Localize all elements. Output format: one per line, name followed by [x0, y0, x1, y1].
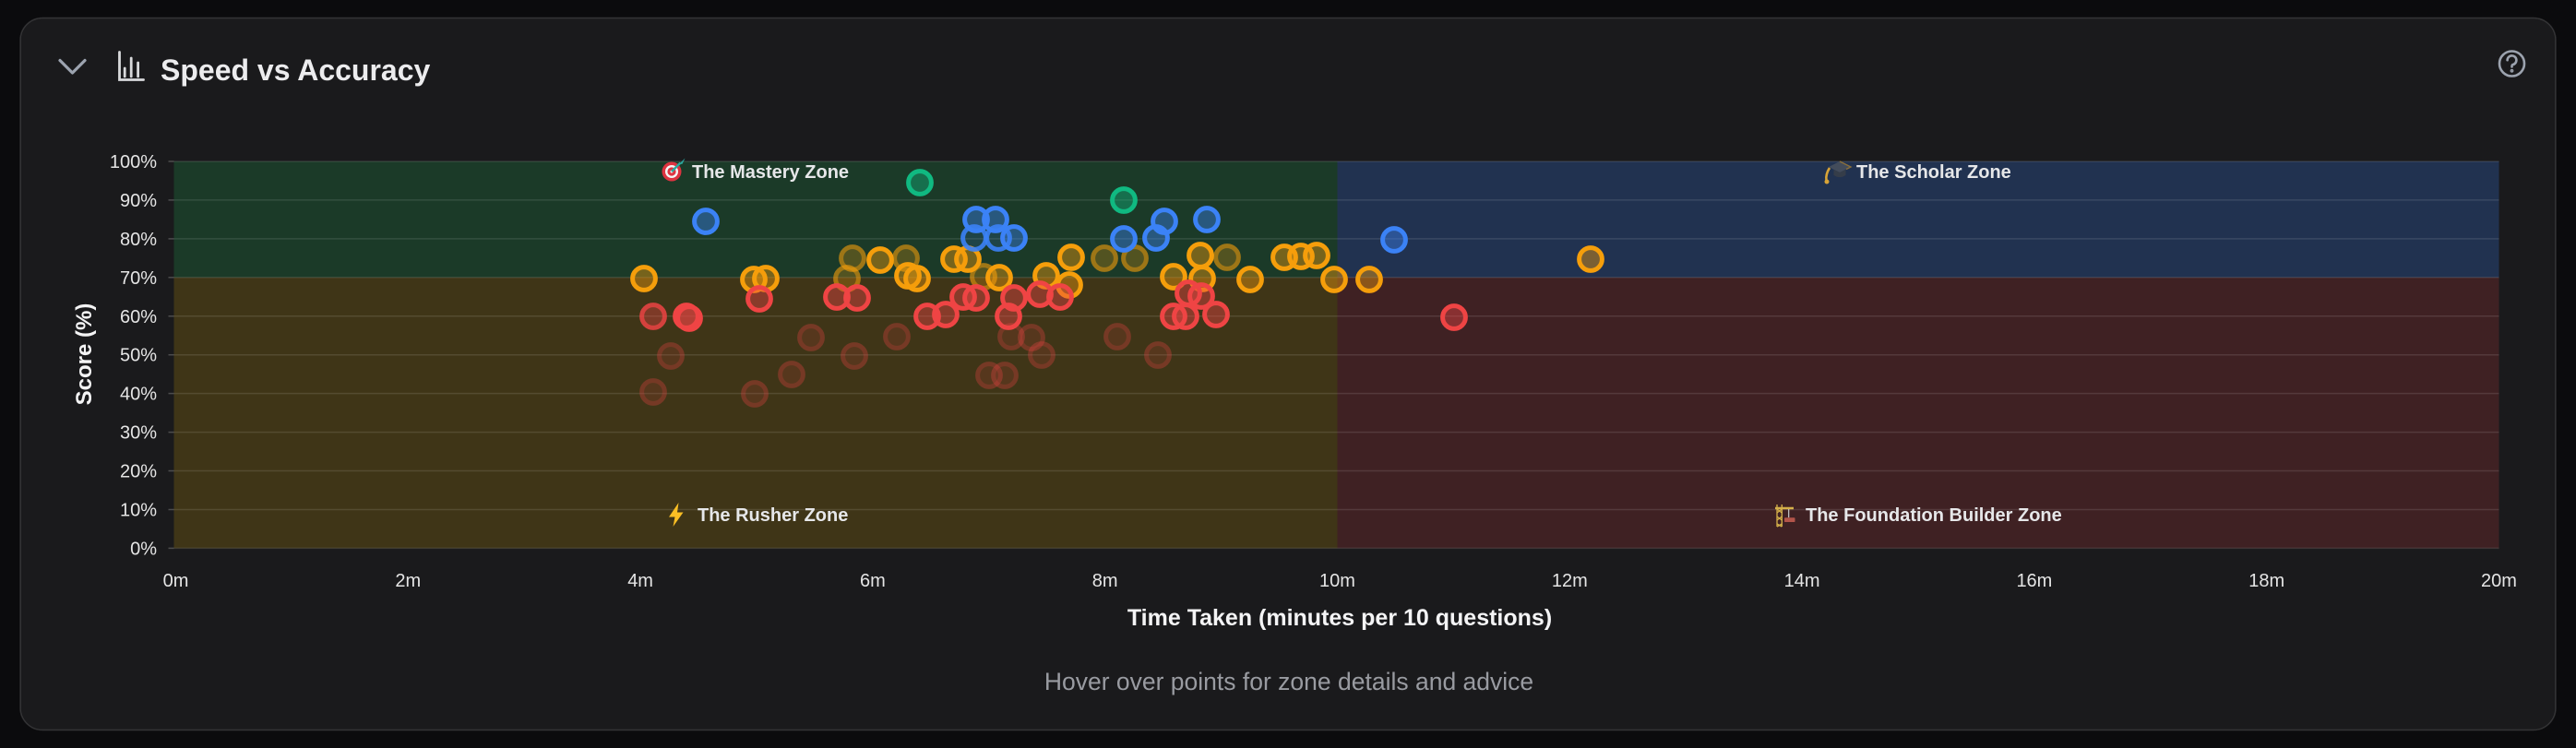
svg-text:0m: 0m	[163, 571, 189, 591]
svg-text:80%: 80%	[120, 230, 157, 250]
svg-text:The Scholar Zone: The Scholar Zone	[1856, 162, 2011, 183]
svg-text:60%: 60%	[120, 307, 157, 327]
svg-text:The Mastery Zone: The Mastery Zone	[692, 162, 849, 183]
svg-text:16m: 16m	[2016, 571, 2052, 591]
svg-text:The Rusher Zone: The Rusher Zone	[698, 505, 848, 526]
svg-text:6m: 6m	[860, 571, 886, 591]
svg-text:8m: 8m	[1092, 571, 1118, 591]
svg-text:30%: 30%	[120, 423, 157, 444]
svg-text:10m: 10m	[1319, 571, 1355, 591]
svg-text:10%: 10%	[120, 501, 157, 521]
svg-text:90%: 90%	[120, 191, 157, 211]
svg-text:Speed vs Accuracy: Speed vs Accuracy	[161, 53, 431, 87]
svg-text:2m: 2m	[395, 571, 421, 591]
svg-text:Time Taken (minutes per 10 que: Time Taken (minutes per 10 questions)	[1127, 605, 1552, 631]
svg-text:70%: 70%	[120, 268, 157, 289]
svg-text:40%: 40%	[120, 385, 157, 405]
svg-text:12m: 12m	[1552, 571, 1588, 591]
svg-text:0%: 0%	[130, 539, 157, 559]
svg-text:Score (%): Score (%)	[72, 303, 97, 406]
svg-text:20%: 20%	[120, 462, 157, 482]
svg-text:100%: 100%	[110, 152, 157, 172]
svg-text:50%: 50%	[120, 346, 157, 366]
svg-text:The Foundation Builder Zone: The Foundation Builder Zone	[1806, 505, 2062, 526]
svg-text:14m: 14m	[1784, 571, 1820, 591]
svg-text:20m: 20m	[2481, 571, 2517, 591]
svg-text:Hover over points for zone det: Hover over points for zone details and a…	[1044, 668, 1533, 695]
svg-text:18m: 18m	[2248, 571, 2284, 591]
svg-text:4m: 4m	[627, 571, 653, 591]
